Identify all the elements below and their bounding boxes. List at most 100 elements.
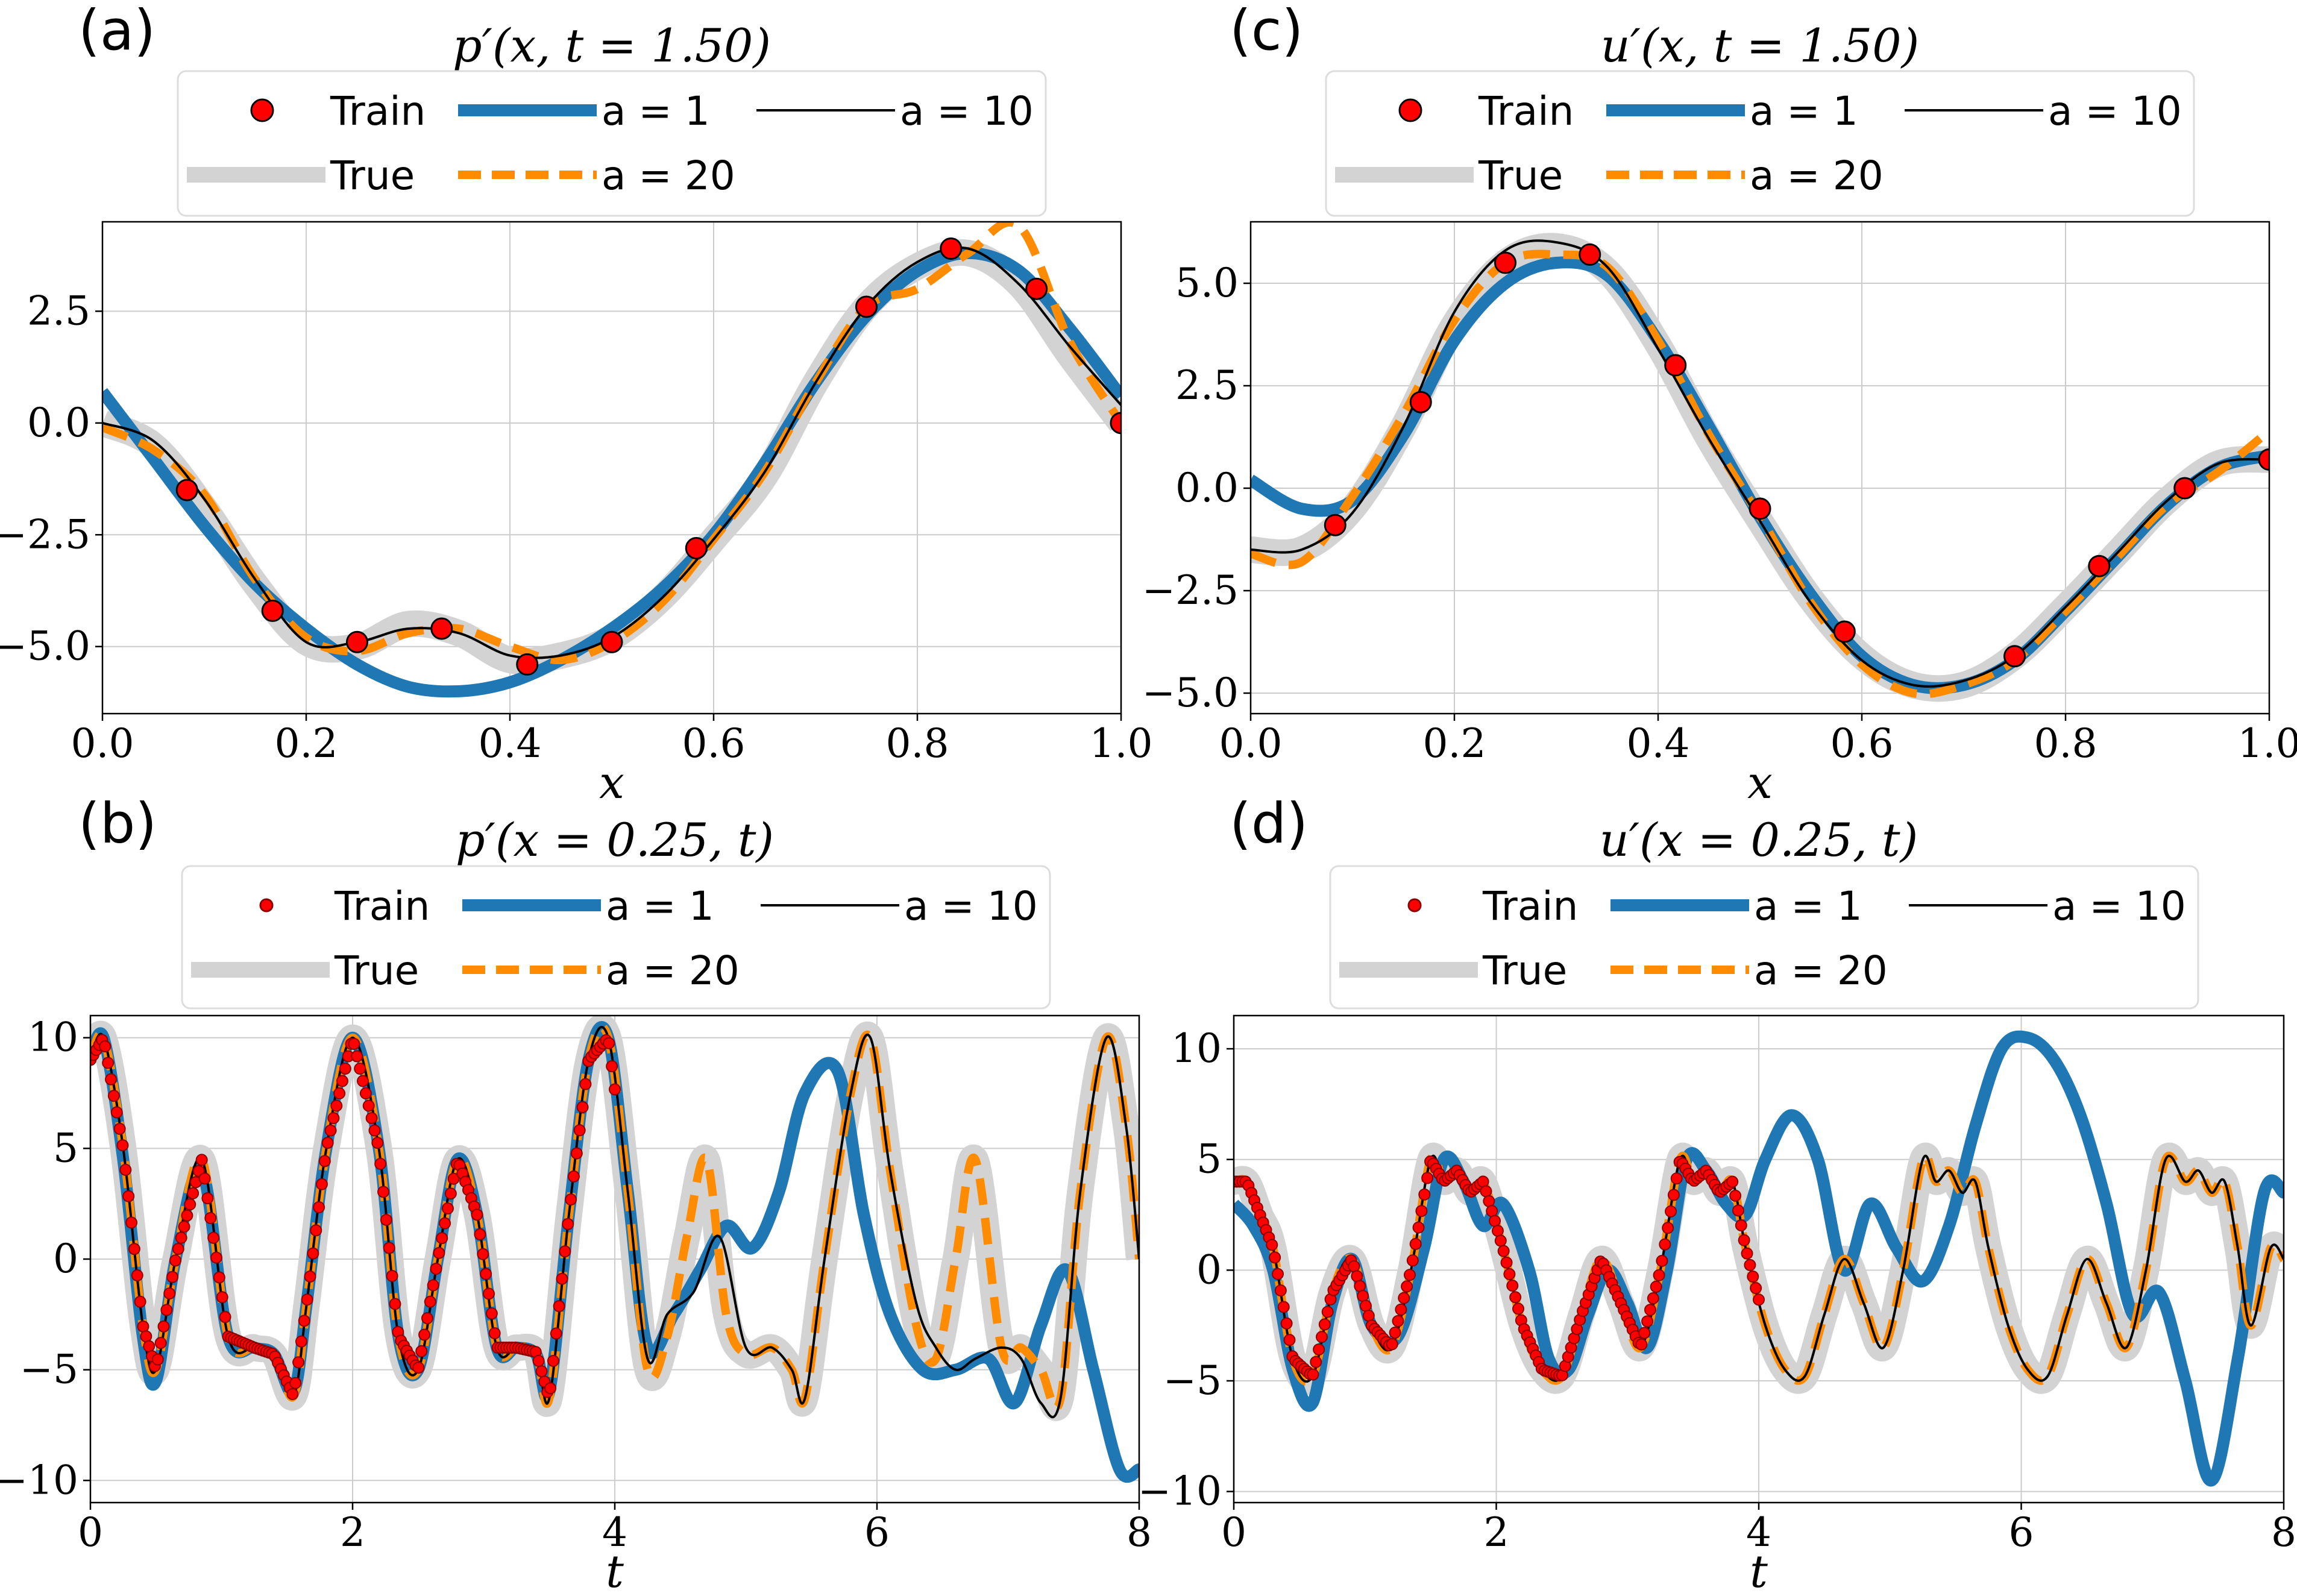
chart-panel-b: (b) p′(x = 0.25, t) 0 2 4 6 8 −10 −5 0 5 10 t Train a … xyxy=(0,791,1152,1596)
train-point xyxy=(1500,1256,1513,1269)
panel-label: (b) xyxy=(78,791,157,856)
train-point xyxy=(1670,1172,1683,1185)
train-point xyxy=(1653,1269,1665,1281)
train-point xyxy=(436,1232,448,1245)
train-point xyxy=(418,1328,431,1341)
train-point xyxy=(359,1087,372,1100)
legend: Train a = 1 a = 10 True a = 20 xyxy=(181,865,1051,1010)
train-point xyxy=(1313,1343,1325,1356)
train-point xyxy=(1497,1245,1510,1257)
legend-label: Train xyxy=(1478,88,1574,134)
train-point xyxy=(1318,1318,1331,1331)
train-point xyxy=(1741,1247,1753,1260)
train-point xyxy=(107,1090,120,1102)
train-point xyxy=(1359,1299,1372,1312)
train-point xyxy=(318,1155,331,1167)
legend-label: a = 1 xyxy=(1750,88,1858,134)
train-point xyxy=(1348,1260,1360,1272)
train-point xyxy=(567,1170,580,1183)
train-point xyxy=(477,1248,489,1260)
train-point xyxy=(330,1099,343,1112)
train-point xyxy=(430,617,453,640)
train-point xyxy=(441,1202,454,1214)
train-point xyxy=(172,1243,184,1255)
train-point xyxy=(447,1172,460,1185)
train-point xyxy=(298,1315,310,1327)
train-point xyxy=(606,1060,618,1073)
plot-area xyxy=(102,222,1121,698)
train-point xyxy=(116,1139,129,1152)
panel-label: (d) xyxy=(1230,791,1308,856)
train-point xyxy=(110,1106,123,1119)
train-point xyxy=(2088,555,2111,577)
train-point xyxy=(1489,1214,1501,1227)
train-point xyxy=(535,1365,548,1378)
legend-label: True xyxy=(1482,947,1567,994)
train-point xyxy=(1729,1189,1742,1202)
series-line-a20 xyxy=(90,1023,1139,1412)
train-point xyxy=(1749,497,1771,520)
legend-label: Train xyxy=(330,88,426,134)
train-point xyxy=(474,1228,486,1240)
train-point xyxy=(1324,514,1346,536)
train-point xyxy=(1747,1271,1759,1283)
train-point xyxy=(125,1216,138,1229)
train-point xyxy=(573,1124,586,1137)
train-point xyxy=(412,1362,425,1374)
chart-panel-c: (c) u′(x, t = 1.50) 0.0 0.2 0.4 0.6 0.8 1.0 −5.0… xyxy=(1142,0,2297,809)
train-point xyxy=(1494,251,1516,274)
train-point xyxy=(562,1217,574,1230)
train-point xyxy=(1310,1356,1322,1368)
train-point xyxy=(348,1037,360,1050)
series-line-a1 xyxy=(102,247,1121,698)
train-point xyxy=(295,1335,307,1348)
train-point xyxy=(362,1099,375,1112)
train-point xyxy=(855,295,878,318)
y-tick-label: 2.5 xyxy=(1175,362,1239,409)
chart-title: p′(x, t = 1.50) xyxy=(453,19,771,72)
train-point xyxy=(1659,1238,1671,1251)
train-point xyxy=(386,1269,398,1282)
legend-label: a = 20 xyxy=(1754,947,1888,994)
train-point xyxy=(336,1075,348,1087)
train-point xyxy=(415,1345,428,1357)
train-point xyxy=(1025,277,1048,300)
train-point xyxy=(113,1122,126,1135)
train-point xyxy=(1750,1282,1762,1295)
chart-panel-d: (d) u′(x = 0.25, t) 0 2 4 6 8 −10 −5 0 5 10 t Train a … xyxy=(1138,791,2296,1596)
legend-train-marker xyxy=(250,98,274,122)
train-point xyxy=(1491,1225,1504,1237)
train-point xyxy=(383,1242,395,1254)
plot-area xyxy=(90,1016,1139,1483)
train-point xyxy=(321,1137,334,1149)
train-point xyxy=(216,1291,228,1304)
series-line-true xyxy=(1251,233,2269,702)
train-point xyxy=(163,1287,176,1300)
train-point xyxy=(181,1209,193,1222)
train-point xyxy=(1647,1292,1659,1305)
train-point xyxy=(1409,1237,1422,1250)
train-point xyxy=(1354,1280,1366,1292)
x-tick-label: 0 xyxy=(1221,1509,1246,1556)
train-point xyxy=(327,1112,340,1125)
legend-label: a = 10 xyxy=(904,883,1038,929)
train-point xyxy=(289,1377,302,1389)
train-point xyxy=(1412,1221,1425,1234)
y-tick-label: −5.0 xyxy=(0,623,90,670)
train-point xyxy=(1644,1304,1656,1316)
train-point xyxy=(1486,1205,1498,1217)
train-point xyxy=(424,1295,436,1308)
x-axis-label: t xyxy=(606,1546,624,1596)
train-point xyxy=(333,1087,346,1100)
plot-area xyxy=(1234,1030,2284,1487)
series-line-a10 xyxy=(1251,239,2269,688)
train-point xyxy=(175,479,198,501)
legend-train-marker xyxy=(1407,898,1422,913)
train-point xyxy=(365,1112,378,1125)
train-point xyxy=(151,1353,164,1366)
legend-label: True xyxy=(1478,152,1563,199)
train-point xyxy=(213,1271,225,1284)
train-point xyxy=(143,1340,156,1353)
train-point xyxy=(1403,1269,1416,1281)
